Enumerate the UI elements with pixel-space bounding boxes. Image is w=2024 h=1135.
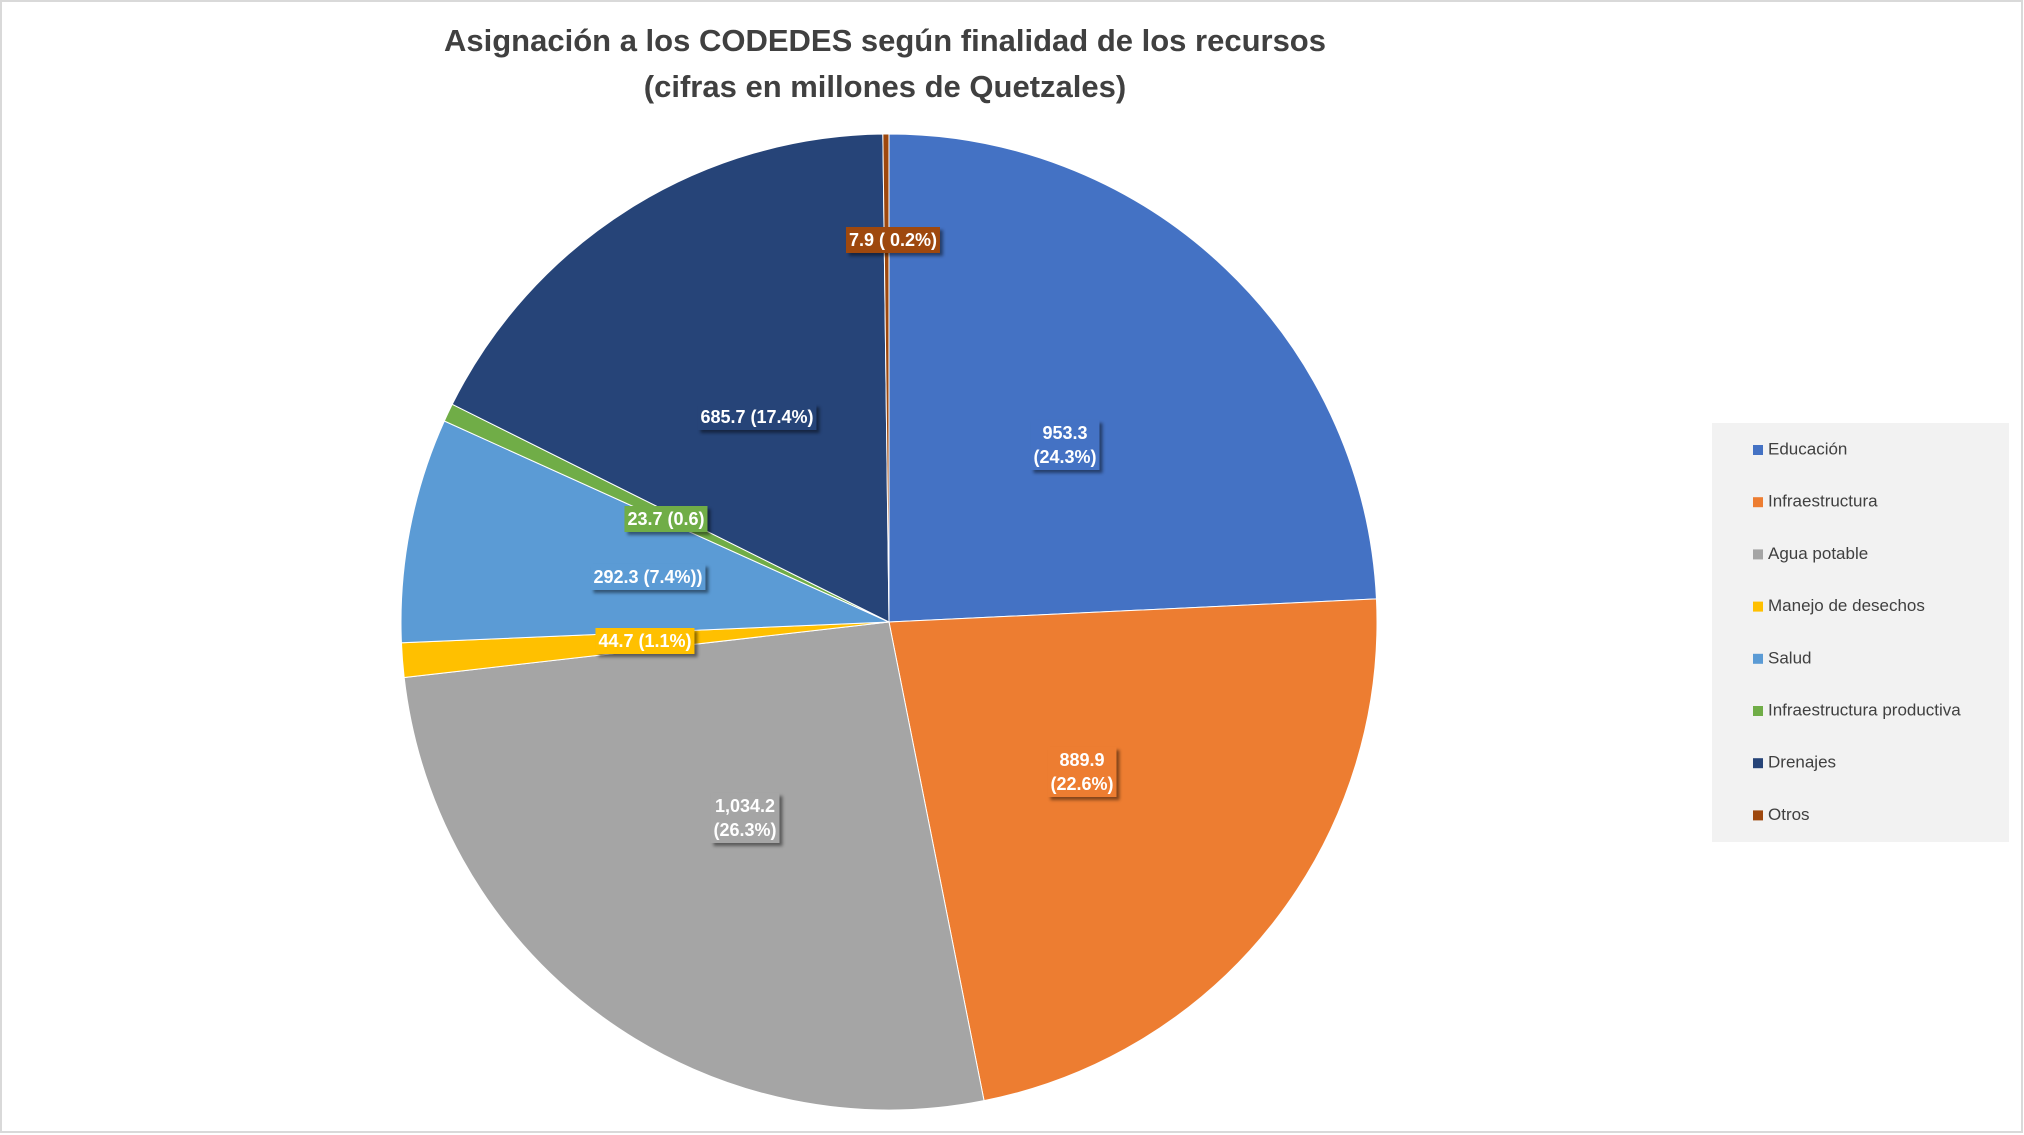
legend-label: Salud: [1768, 648, 1811, 667]
data-label: 23.7 (0.6): [624, 506, 708, 532]
pie-slice: [888, 133, 1377, 623]
legend-label: Infraestructura productiva: [1768, 700, 1961, 719]
pie-slice: [403, 621, 985, 1111]
legend-swatch: [1753, 601, 1763, 612]
legend-swatch: [1753, 497, 1763, 508]
legend-swatch: [1753, 549, 1763, 560]
legend-label: Infraestructura: [1768, 492, 1878, 511]
data-label: 44.7 (1.1%): [595, 628, 695, 654]
legend-swatch: [1753, 445, 1763, 455]
legend-swatch: [1753, 653, 1763, 664]
legend-label: Educación: [1768, 439, 1847, 458]
legend-label: Agua potable: [1768, 544, 1868, 563]
pie-slice: [451, 133, 890, 623]
chart-title: Asignación a los CODEDES según finalidad…: [444, 23, 1326, 58]
legend-box: [1712, 423, 2009, 842]
legend-label: Otros: [1768, 805, 1810, 824]
legend-label: Manejo de desechos: [1768, 596, 1925, 615]
data-label: 7.9 ( 0.2%): [845, 227, 941, 253]
legend-swatch: [1753, 706, 1763, 716]
data-label: 292.3 (7.4%)): [590, 564, 706, 590]
data-label: 685.7 (17.4%): [697, 404, 817, 430]
chart-subtitle: (cifras en millones de Quetzales): [644, 69, 1126, 104]
legend-swatch: [1753, 810, 1763, 821]
pie-slice: [882, 133, 890, 623]
legend-swatch: [1753, 758, 1763, 769]
data-label: 953.3 (24.3%): [1030, 420, 1100, 470]
legend-label: Drenajes: [1768, 753, 1836, 772]
pie-slice: [888, 598, 1378, 1102]
data-label: 1,034.2 (26.3%): [710, 793, 780, 843]
data-label: 889.9 (22.6%): [1047, 747, 1117, 797]
